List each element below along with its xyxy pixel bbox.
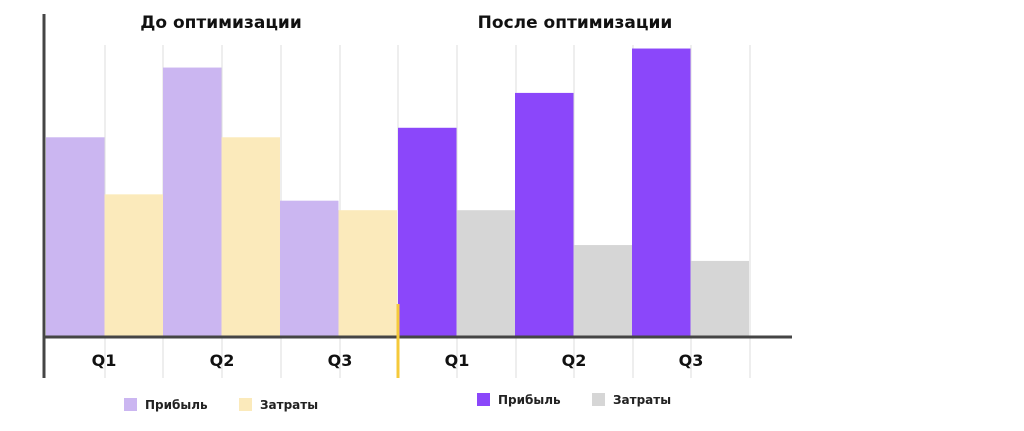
panel-title-before: До оптимизации <box>140 13 302 33</box>
legend-swatch <box>124 398 137 411</box>
bar <box>690 260 749 337</box>
bar <box>221 137 280 337</box>
bar <box>456 210 515 337</box>
panel-title-after: После оптимизации <box>478 13 673 33</box>
bar <box>338 210 397 337</box>
tick-label: Q3 <box>328 351 353 370</box>
bars <box>46 48 749 338</box>
legend-after: Прибыль Затраты <box>477 393 671 407</box>
category-ticks: Q1 Q2 Q3 Q1 Q2 Q3 <box>92 351 704 370</box>
tick-label: Q3 <box>679 351 704 370</box>
bar <box>46 137 105 337</box>
bar <box>163 67 222 338</box>
legend-label: Затраты <box>613 393 671 407</box>
tick-label: Q2 <box>562 351 587 370</box>
legend-swatch <box>477 393 490 406</box>
axes <box>42 14 792 378</box>
bar <box>632 48 691 337</box>
tick-label: Q2 <box>210 351 235 370</box>
legend-swatch <box>239 398 252 411</box>
legend-label: Затраты <box>260 398 318 412</box>
bar <box>280 200 339 337</box>
legend-label: Прибыль <box>145 398 208 412</box>
bar <box>104 194 163 337</box>
bar <box>515 92 574 337</box>
bar <box>573 245 632 337</box>
legend-swatch <box>592 393 605 406</box>
legend-before: Прибыль Затраты <box>124 398 318 412</box>
tick-label: Q1 <box>92 351 117 370</box>
bar <box>398 127 457 337</box>
tick-label: Q1 <box>445 351 470 370</box>
legend-label: Прибыль <box>498 393 561 407</box>
